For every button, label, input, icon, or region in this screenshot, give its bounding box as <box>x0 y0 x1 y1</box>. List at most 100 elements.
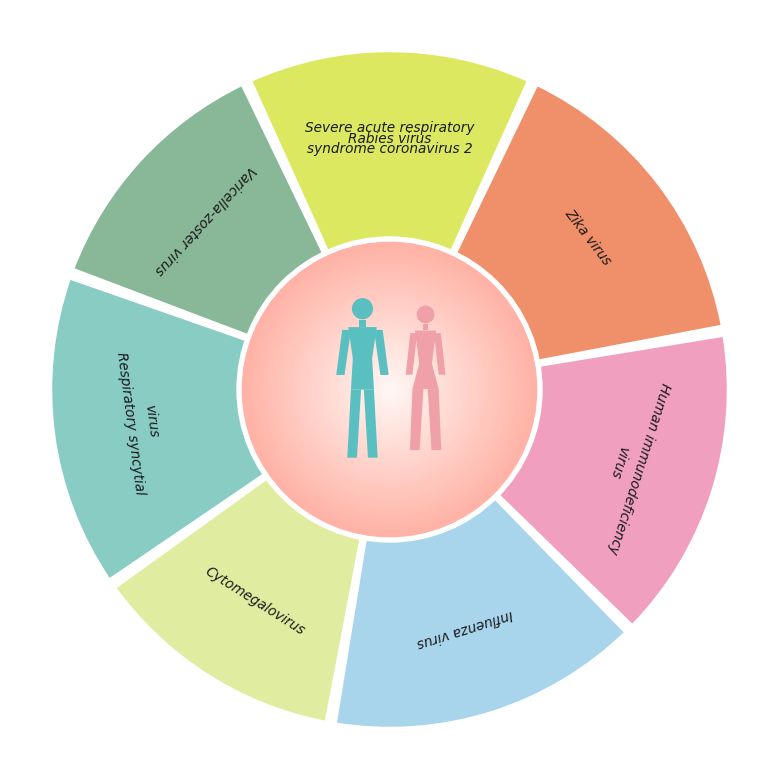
Circle shape <box>334 334 445 445</box>
Circle shape <box>344 344 435 435</box>
Text: Human immunodeficiency: Human immunodeficiency <box>605 381 672 555</box>
Circle shape <box>273 273 506 506</box>
Circle shape <box>384 384 395 395</box>
Text: Respiratory syncytial: Respiratory syncytial <box>115 351 147 496</box>
Text: Varicella-zoster virus: Varicella-zoster virus <box>151 163 258 277</box>
Text: virus: virus <box>607 444 630 480</box>
Wedge shape <box>497 335 728 626</box>
Circle shape <box>291 291 488 488</box>
Circle shape <box>294 294 485 485</box>
Circle shape <box>321 321 458 458</box>
Circle shape <box>279 279 500 500</box>
Circle shape <box>360 360 419 419</box>
Circle shape <box>369 369 410 410</box>
Circle shape <box>270 270 509 509</box>
Circle shape <box>271 271 508 508</box>
Circle shape <box>275 275 504 504</box>
Circle shape <box>323 323 456 456</box>
Circle shape <box>417 305 435 323</box>
Circle shape <box>241 241 538 538</box>
Polygon shape <box>428 389 441 450</box>
Circle shape <box>358 358 421 421</box>
Circle shape <box>349 349 430 430</box>
Text: virus: virus <box>143 404 160 439</box>
Circle shape <box>314 314 465 465</box>
Polygon shape <box>359 319 365 327</box>
Polygon shape <box>412 330 439 389</box>
Circle shape <box>266 266 513 513</box>
Polygon shape <box>364 390 378 458</box>
Text: Severe acute respiratory: Severe acute respiratory <box>305 122 474 136</box>
Text: Influenza virus: Influenza virus <box>415 607 515 650</box>
Wedge shape <box>250 51 529 253</box>
Circle shape <box>255 255 524 524</box>
Circle shape <box>267 267 512 512</box>
Circle shape <box>364 364 415 415</box>
Circle shape <box>288 288 491 491</box>
Circle shape <box>312 312 467 467</box>
Circle shape <box>301 301 478 478</box>
Circle shape <box>319 319 460 460</box>
Text: Rabies virus: Rabies virus <box>347 132 432 146</box>
Circle shape <box>375 375 404 404</box>
Wedge shape <box>454 84 723 361</box>
Circle shape <box>262 262 517 517</box>
Circle shape <box>380 380 399 399</box>
Circle shape <box>341 341 438 438</box>
Text: Zika virus: Zika virus <box>562 206 615 268</box>
Circle shape <box>315 315 464 464</box>
Circle shape <box>373 373 406 406</box>
Wedge shape <box>72 84 325 337</box>
Text: syndrome coronavirus 2: syndrome coronavirus 2 <box>307 143 472 157</box>
Circle shape <box>251 251 528 528</box>
Circle shape <box>353 353 426 426</box>
Circle shape <box>260 260 519 519</box>
Text: Cytomegalovirus: Cytomegalovirus <box>203 564 307 638</box>
Circle shape <box>356 356 423 423</box>
Circle shape <box>336 336 443 443</box>
Circle shape <box>368 368 411 411</box>
Circle shape <box>354 354 425 425</box>
Wedge shape <box>335 497 626 728</box>
Polygon shape <box>374 330 389 375</box>
Circle shape <box>340 340 439 439</box>
Circle shape <box>388 388 391 391</box>
Circle shape <box>325 325 454 454</box>
Circle shape <box>244 244 535 535</box>
Circle shape <box>352 298 373 319</box>
Circle shape <box>330 330 449 449</box>
Circle shape <box>277 277 502 502</box>
Circle shape <box>345 345 434 434</box>
Circle shape <box>326 326 453 453</box>
Circle shape <box>379 379 400 400</box>
Circle shape <box>376 376 403 403</box>
Polygon shape <box>337 330 351 375</box>
Circle shape <box>371 371 408 408</box>
Polygon shape <box>434 333 446 375</box>
Circle shape <box>338 338 441 441</box>
Circle shape <box>302 302 477 477</box>
Circle shape <box>282 282 497 497</box>
Circle shape <box>259 259 520 520</box>
Circle shape <box>310 310 469 469</box>
Circle shape <box>290 290 489 489</box>
Polygon shape <box>348 327 377 390</box>
Circle shape <box>329 329 450 450</box>
Circle shape <box>305 305 474 474</box>
Circle shape <box>332 332 447 447</box>
Circle shape <box>299 299 480 480</box>
Circle shape <box>317 317 462 462</box>
Circle shape <box>284 284 495 495</box>
Circle shape <box>386 386 393 393</box>
Circle shape <box>249 249 530 530</box>
Wedge shape <box>115 477 361 723</box>
Circle shape <box>256 256 523 523</box>
Wedge shape <box>51 278 266 580</box>
Circle shape <box>306 306 473 473</box>
Circle shape <box>361 361 418 418</box>
Circle shape <box>382 382 397 397</box>
Circle shape <box>308 308 471 471</box>
Circle shape <box>245 245 534 534</box>
Circle shape <box>295 295 484 484</box>
Circle shape <box>297 297 482 482</box>
